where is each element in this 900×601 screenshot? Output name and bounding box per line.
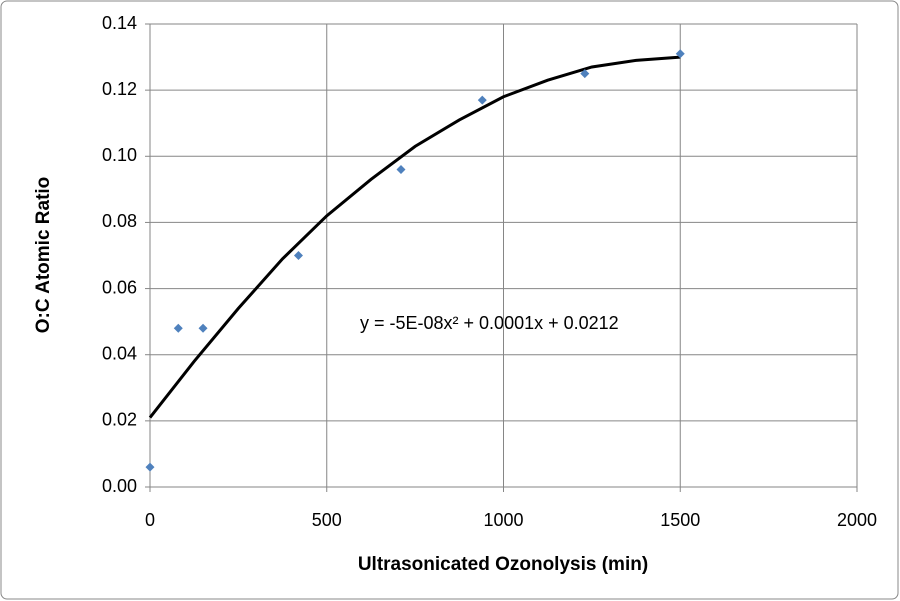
data-point	[580, 69, 590, 79]
data-point	[396, 165, 406, 175]
trendline-equation: y = -5E-08x² + 0.0001x + 0.0212	[360, 313, 619, 333]
y-axis-title: O:C Atomic Ratio	[33, 177, 54, 334]
trendline	[148, 55, 681, 419]
data-point	[173, 323, 183, 333]
y-tick-label: 0.08	[102, 211, 137, 231]
y-tick-label: 0.04	[102, 343, 137, 363]
x-tick-label: 0	[145, 510, 155, 530]
y-tick-label: 0.00	[102, 476, 137, 496]
x-axis-title: Ultrasonicated Ozonolysis (min)	[358, 554, 648, 575]
data-point	[477, 95, 487, 105]
y-tick-label: 0.02	[102, 410, 137, 430]
data-point	[675, 49, 685, 59]
y-tick-label: 0.12	[102, 79, 137, 99]
y-tick-label: 0.06	[102, 277, 137, 297]
data-point	[198, 323, 208, 333]
data-point	[145, 462, 155, 472]
x-tick-label: 1000	[483, 510, 523, 530]
y-tick-label: 0.14	[102, 13, 137, 33]
data-point	[293, 251, 303, 260]
x-tick-label: 2000	[837, 510, 877, 530]
x-tick-label: 500	[312, 510, 342, 530]
x-tick-label: 1500	[660, 510, 700, 530]
y-tick-label: 0.10	[102, 145, 137, 165]
